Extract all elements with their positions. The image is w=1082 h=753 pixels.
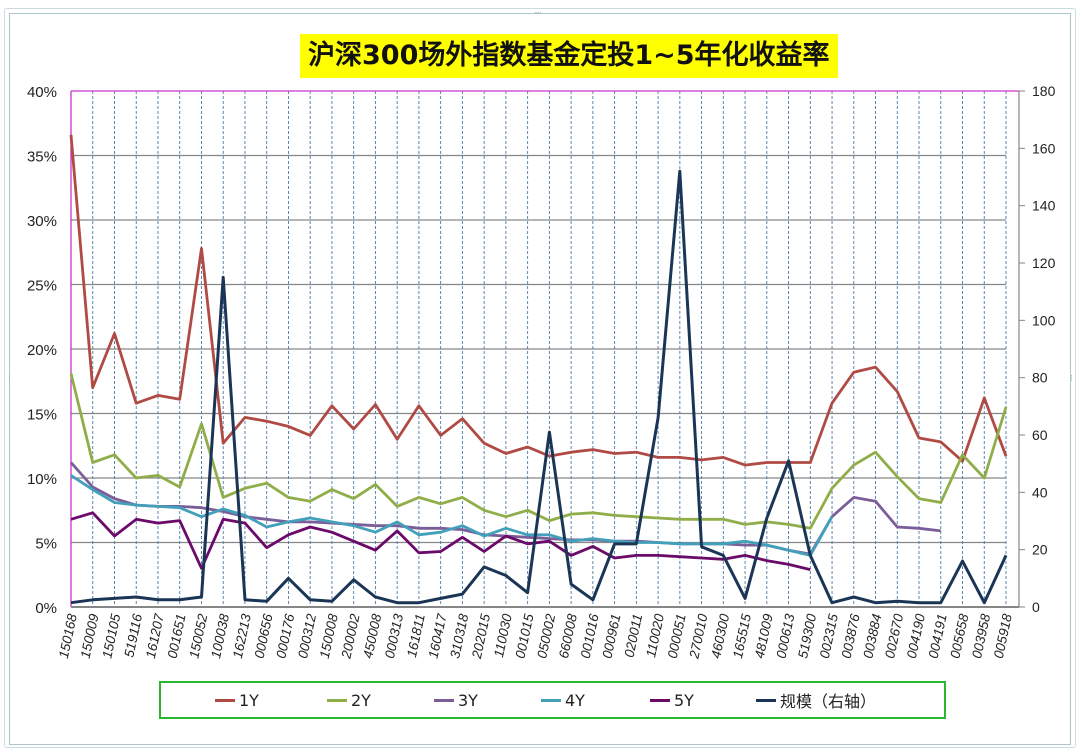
legend-swatch-1y	[215, 698, 235, 702]
y-right-tick: 120	[1032, 255, 1056, 271]
chart-area-border	[9, 13, 1071, 745]
x-tick-label: 481009	[752, 612, 776, 660]
legend-swatch-scale	[756, 698, 776, 702]
series-line-5Y	[70, 511, 811, 571]
y-right-tick: 20	[1032, 542, 1048, 558]
x-tick-label: 519300	[795, 612, 819, 660]
x-tick-label: 519116	[121, 612, 145, 659]
x-tick-label: 100038	[208, 612, 232, 660]
legend-label: 规模（右轴）	[780, 692, 877, 711]
x-tick-label: 001016	[578, 612, 602, 660]
x-tick-label: 110030	[491, 612, 515, 659]
x-tick-label: 004190	[904, 612, 928, 660]
y-right-tick: 60	[1032, 427, 1048, 443]
y-left-tick: 0%	[35, 600, 57, 617]
legend-item-2y: 2Y	[327, 683, 371, 717]
legend-label: 2Y	[351, 690, 371, 710]
x-tick-label: 001651	[165, 613, 189, 660]
legend-swatch-4y	[541, 698, 561, 702]
x-tick-label: 003876	[839, 612, 863, 660]
x-tick-label: 150105	[99, 612, 123, 660]
y-left-tick: 30%	[27, 213, 57, 230]
legend-label: 5Y	[674, 690, 694, 710]
x-tick-label: 200002	[338, 612, 362, 661]
y-left-tick: 10%	[27, 471, 57, 488]
legend-swatch-3y	[434, 698, 454, 702]
x-tick-label: 660008	[556, 612, 580, 660]
x-tick-label: 002670	[882, 612, 906, 660]
y-left-tick: 25%	[27, 278, 57, 295]
x-tick-label: 050002	[534, 612, 558, 660]
x-tick-label: 003884	[860, 613, 884, 660]
y-left-tick: 40%	[27, 84, 57, 101]
legend-item-1y: 1Y	[215, 683, 259, 717]
legend-swatch-5y	[650, 698, 670, 702]
x-tick-label: 005918	[991, 612, 1015, 660]
series-line-规模（右轴）	[70, 169, 1008, 605]
x-tick-label: 450008	[360, 612, 384, 660]
resize-handle-top[interactable]: ····	[534, 8, 542, 17]
legend-item-scale: 规模（右轴）	[756, 683, 876, 717]
y-right-tick: 40	[1032, 484, 1048, 500]
x-tick-label: 150168	[56, 612, 80, 660]
x-tick-label: 005658	[947, 612, 971, 660]
legend-label: 1Y	[239, 690, 259, 710]
x-tick-label: 161811	[404, 613, 428, 659]
x-tick-label: 000613	[773, 612, 797, 660]
chart-legend: 1Y 2Y 3Y 4Y 5Y 规模（右轴）	[159, 681, 946, 719]
x-tick-label: 310318	[447, 612, 471, 660]
chart-title: 沪深300场外指数基金定投1~5年化收益率	[300, 34, 838, 78]
series-line-1Y	[69, 134, 1008, 467]
y-right-tick: 100	[1032, 312, 1056, 328]
resize-handle-left[interactable]: ····	[5, 374, 14, 381]
legend-item-3y: 3Y	[434, 683, 478, 717]
x-tick-label: 202015	[469, 612, 493, 661]
x-tick-label: 460300	[708, 612, 732, 660]
resize-handle-right[interactable]: ····	[1067, 374, 1076, 381]
y-left-tick: 20%	[27, 342, 57, 359]
legend-swatch-2y	[327, 698, 347, 702]
legend-item-5y: 5Y	[650, 683, 694, 717]
x-tick-label: 000051	[665, 613, 689, 660]
legend-label: 4Y	[565, 690, 585, 710]
x-tick-label: 150052	[186, 612, 210, 660]
x-tick-label: 150009	[78, 612, 102, 660]
x-tick-label: 000961	[599, 613, 623, 660]
y-right-tick: 140	[1032, 198, 1056, 214]
y-left-tick: 35%	[27, 149, 57, 166]
x-tick-label: 160417	[426, 612, 450, 660]
x-tick-label: 001015	[513, 612, 537, 660]
legend-item-4y: 4Y	[541, 683, 585, 717]
x-tick-label: 002315	[817, 612, 841, 660]
y-right-tick: 180	[1032, 83, 1056, 99]
x-tick-label: 004191	[926, 613, 950, 660]
x-tick-label: 162213	[230, 612, 254, 660]
x-tick-label: 000176	[273, 612, 297, 660]
x-tick-label: 150008	[317, 612, 341, 660]
series-line-4Y	[70, 474, 834, 557]
legend-label: 3Y	[458, 690, 478, 710]
chart-frame	[4, 8, 1076, 748]
y-right-tick: 0	[1032, 599, 1040, 615]
x-tick-label: 000313	[382, 612, 406, 660]
y-right-tick: 160	[1032, 140, 1056, 156]
x-tick-label: 270010	[686, 612, 710, 661]
x-tick-label: 161207	[143, 612, 167, 660]
x-tick-label: 000312	[295, 612, 319, 660]
x-tick-label: 110020	[643, 612, 667, 659]
x-tick-label: 165515	[730, 612, 754, 660]
x-tick-label: 020011	[621, 613, 645, 659]
y-left-tick: 5%	[35, 536, 57, 553]
x-tick-label: 003958	[969, 612, 993, 660]
y-right-tick: 80	[1032, 370, 1048, 386]
y-left-tick: 15%	[27, 407, 57, 424]
x-tick-label: 000656	[252, 612, 276, 660]
